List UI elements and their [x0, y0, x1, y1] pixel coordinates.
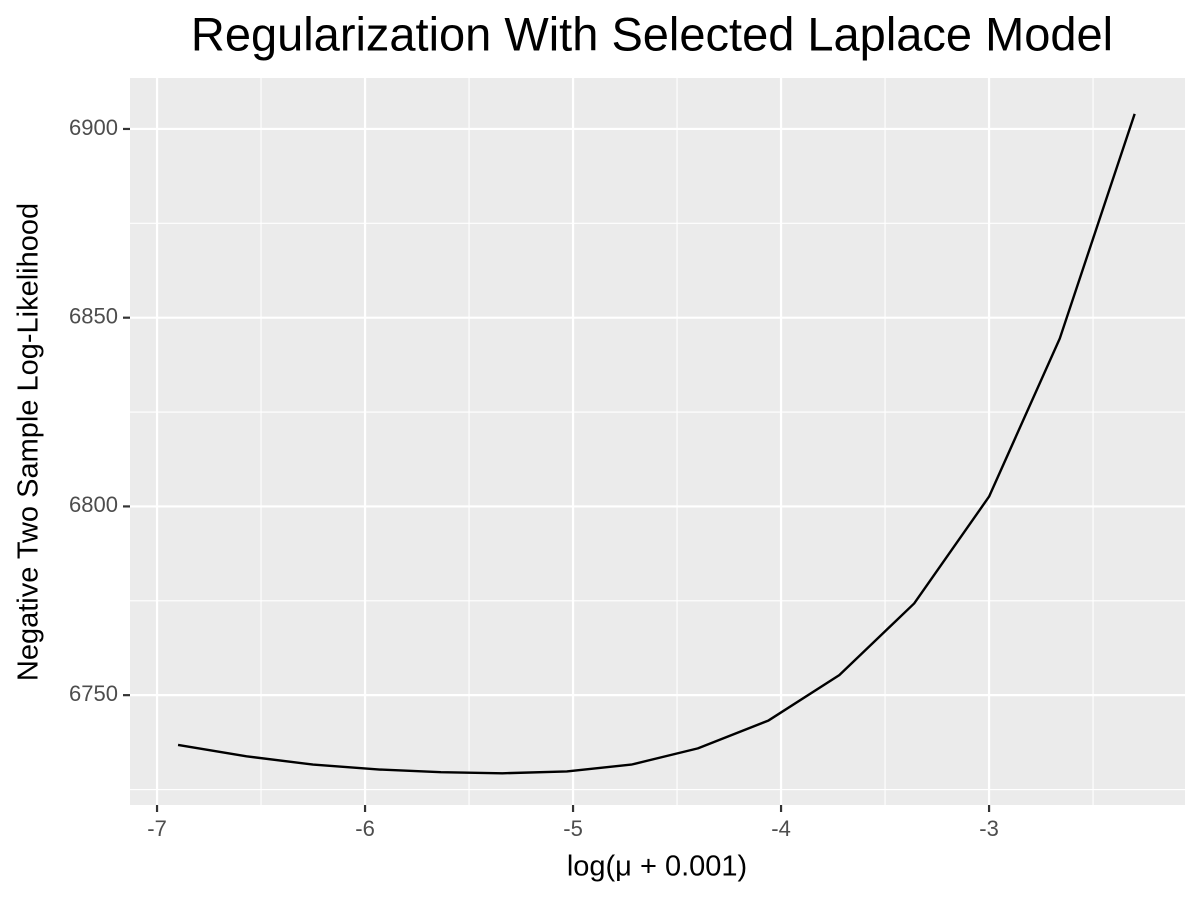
grid: [130, 78, 1185, 805]
x-tick-label: -3: [979, 816, 999, 841]
chart-title: Regularization With Selected Laplace Mod…: [191, 7, 1113, 60]
x-tick-label: -6: [355, 816, 375, 841]
x-tick-label: -7: [147, 816, 167, 841]
y-axis-label: Negative Two Sample Log-Likelihood: [13, 203, 45, 681]
y-tick-label: 6900: [69, 115, 118, 140]
y-tick-label: 6850: [69, 304, 118, 329]
marks: [177, 113, 1136, 775]
x-axis-label: log(μ + 0.001): [567, 851, 747, 883]
y-tick-label: 6750: [69, 681, 118, 706]
y-tick-label: 6800: [69, 492, 118, 517]
panel: [130, 78, 1185, 805]
x-tick-label: -5: [563, 816, 583, 841]
x-tick-label: -4: [771, 816, 791, 841]
line: [177, 113, 1136, 775]
